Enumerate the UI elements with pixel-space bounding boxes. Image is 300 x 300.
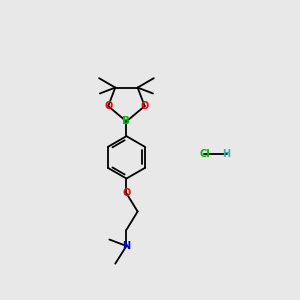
Text: O: O <box>104 101 112 111</box>
Text: B: B <box>122 116 130 126</box>
Text: H: H <box>223 149 231 159</box>
Text: O: O <box>122 188 130 198</box>
Text: O: O <box>141 101 149 111</box>
Text: N: N <box>122 241 130 251</box>
Text: Cl: Cl <box>199 149 210 159</box>
